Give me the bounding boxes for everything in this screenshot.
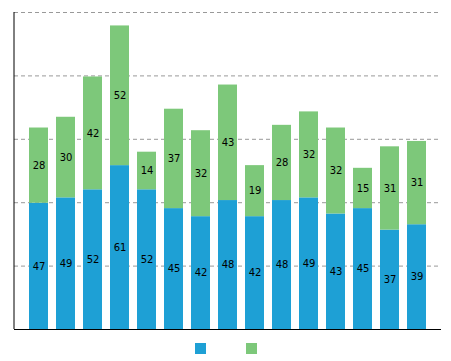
svg-text:52: 52 — [141, 254, 154, 265]
svg-text:47: 47 — [33, 261, 46, 272]
svg-text:61: 61 — [114, 242, 127, 253]
svg-text:39: 39 — [411, 271, 424, 282]
svg-text:32: 32 — [330, 165, 343, 176]
svg-text:49: 49 — [60, 258, 73, 269]
svg-text:52: 52 — [114, 90, 127, 101]
svg-text:48: 48 — [222, 259, 235, 270]
svg-text:37: 37 — [384, 274, 397, 285]
svg-text:49: 49 — [303, 258, 316, 269]
svg-text:48: 48 — [276, 259, 289, 270]
svg-text:45: 45 — [168, 263, 181, 274]
svg-text:45: 45 — [357, 263, 370, 274]
svg-text:31: 31 — [411, 177, 424, 188]
svg-text:32: 32 — [303, 149, 316, 160]
svg-text:43: 43 — [222, 137, 235, 148]
svg-text:37: 37 — [168, 153, 181, 164]
svg-text:30: 30 — [60, 152, 73, 163]
svg-text:28: 28 — [276, 157, 289, 168]
svg-text:31: 31 — [384, 183, 397, 194]
svg-text:42: 42 — [87, 128, 100, 139]
svg-text:14: 14 — [141, 165, 154, 176]
svg-text:42: 42 — [195, 267, 208, 278]
svg-text:43: 43 — [330, 266, 343, 277]
svg-text:19: 19 — [249, 185, 262, 196]
svg-text:52: 52 — [87, 254, 100, 265]
svg-text:42: 42 — [249, 267, 262, 278]
svg-text:28: 28 — [33, 160, 46, 171]
svg-text:32: 32 — [195, 168, 208, 179]
svg-text:15: 15 — [357, 183, 370, 194]
